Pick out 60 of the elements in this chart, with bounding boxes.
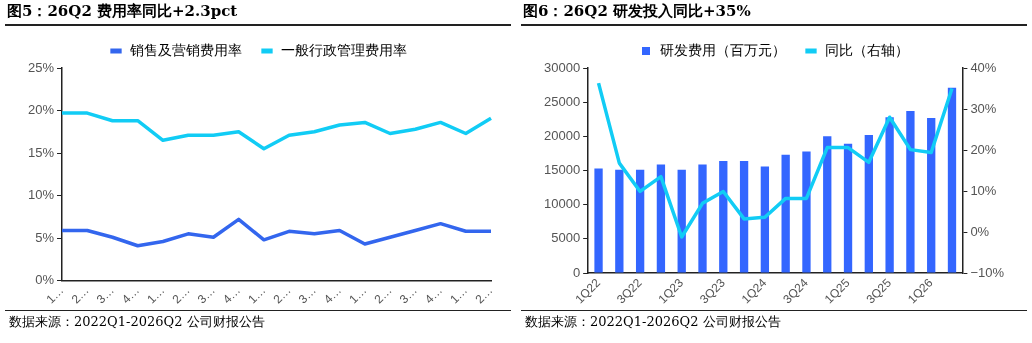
chart-title: 图5：26Q2 费用率同比+2.3pct <box>5 0 511 26</box>
x-tick-label: 4… <box>119 283 143 307</box>
x-tick-label: 3… <box>295 283 319 307</box>
x-tick-label: 1… <box>346 283 370 307</box>
bar <box>781 154 790 273</box>
y-tick-label: 20000 <box>543 127 581 143</box>
source-note: 数据来源：2022Q1-2026Q2 公司财报公告 <box>521 310 1027 333</box>
bar <box>823 136 832 273</box>
x-tick-label: 2… <box>68 283 92 307</box>
chart-title: 图6：26Q2 研发投入同比+35% <box>521 0 1027 26</box>
y-tick-label: 30000 <box>543 59 581 75</box>
y-tick-label: 15000 <box>543 162 581 178</box>
bar <box>947 87 957 273</box>
source-note: 数据来源：2022Q1-2026Q2 公司财报公告 <box>5 310 511 333</box>
legend-label: 同比（右轴） <box>825 41 909 58</box>
legend-label: 研发费用（百万元） <box>660 41 786 58</box>
legend-label: 一般行政管理费用率 <box>281 41 407 58</box>
bar <box>864 134 873 273</box>
y-tick-label: 25% <box>27 59 55 75</box>
x-tick-label: 2… <box>472 283 496 307</box>
y2-tick-label: 0% <box>970 223 990 239</box>
x-tick-label: 4… <box>220 283 244 307</box>
y-tick-label: 0 <box>572 264 581 280</box>
x-tick-label: 2… <box>169 283 193 307</box>
y2-tick-label: 10% <box>970 182 997 198</box>
bar <box>906 111 915 273</box>
bar <box>739 160 749 273</box>
x-tick-label: 3… <box>194 283 218 307</box>
x-tick-label: 1… <box>144 283 168 307</box>
x-tick-label: 1… <box>447 283 471 307</box>
bar <box>927 117 936 273</box>
y-tick-label: 15% <box>27 144 55 160</box>
y-tick-label: 20% <box>27 102 55 118</box>
bar <box>802 151 811 273</box>
x-tick-label: 3… <box>93 283 117 307</box>
bar <box>760 166 770 273</box>
bar <box>843 143 853 273</box>
bar <box>656 164 666 273</box>
x-tick-label: 3… <box>396 283 420 307</box>
y-tick-label: 10% <box>27 187 55 203</box>
y2-tick-label: 20% <box>970 141 997 157</box>
bar <box>615 169 624 273</box>
y-tick-label: 5000 <box>551 230 581 246</box>
x-tick-label: 4… <box>320 283 345 307</box>
legend-label: 销售及营销费用率 <box>129 41 242 58</box>
bar <box>635 169 645 273</box>
x-tick-label: 4… <box>421 283 445 307</box>
y-tick-label: 5% <box>35 229 55 245</box>
bar <box>719 160 728 273</box>
bar <box>594 168 603 273</box>
bar <box>698 164 707 273</box>
bar <box>885 117 894 273</box>
x-tick-label: 2… <box>371 283 395 307</box>
y-tick-label: 10000 <box>543 196 581 212</box>
x-tick-label: 2… <box>270 283 294 307</box>
y-tick-label: 25000 <box>543 93 581 109</box>
y2-tick-label: −10% <box>970 264 1005 280</box>
x-tick-label: 1… <box>245 283 269 307</box>
y2-tick-label: 30% <box>970 100 997 116</box>
y2-tick-label: 40% <box>970 59 997 75</box>
